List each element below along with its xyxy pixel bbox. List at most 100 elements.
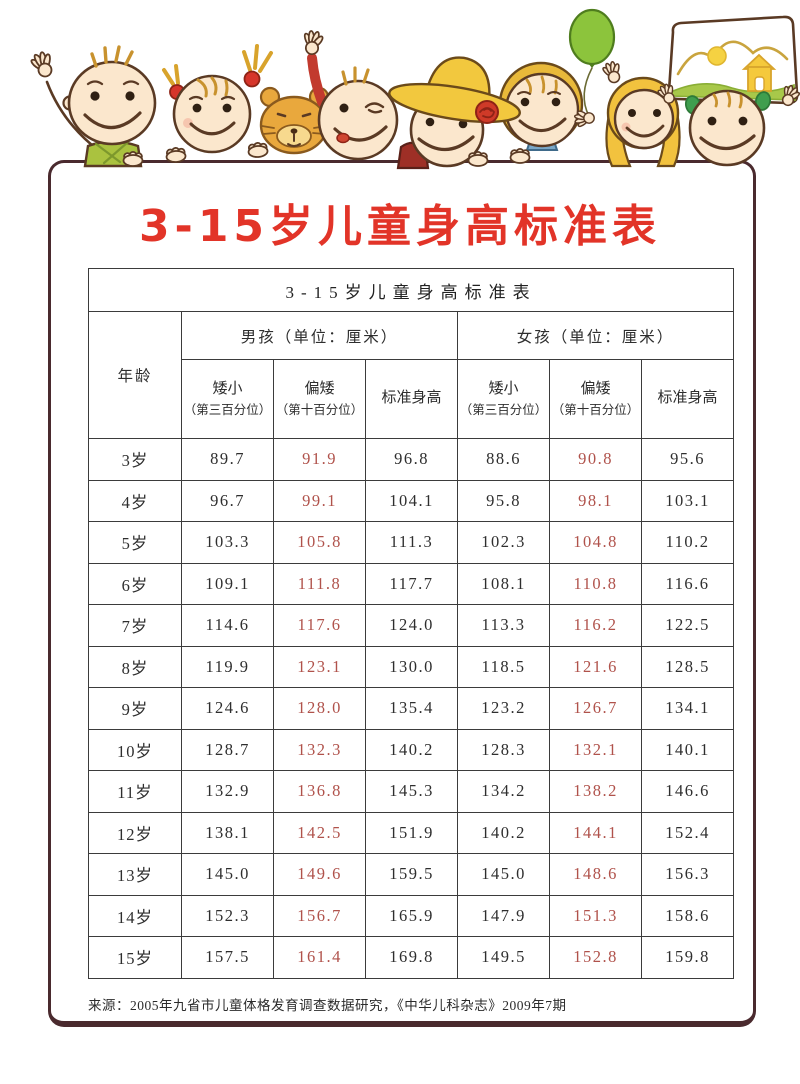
boy-slightly-short-cell: 136.8 (273, 770, 366, 813)
age-cell: 13岁 (88, 853, 182, 896)
boy-standard-cell: 111.3 (365, 521, 458, 564)
table-row: 10岁 128.7 132.3 140.2 128.3 132.1 140.1 (88, 728, 735, 771)
girl-standard-cell: 95.6 (640, 438, 735, 481)
girl-standard-cell: 140.1 (640, 728, 735, 771)
boy-standard-cell: 159.5 (365, 853, 458, 896)
boy-short-cell: 114.6 (181, 604, 274, 647)
balloon (568, 8, 616, 66)
girl-short-cell: 118.5 (457, 645, 550, 688)
girl-slightly-short-cell: 104.8 (549, 521, 642, 564)
girl-slightly-short-cell: 138.2 (549, 770, 642, 813)
boy-short-cell: 152.3 (181, 894, 274, 937)
header-boy-standard: 标准身高 (365, 359, 458, 439)
girl-standard-cell: 103.1 (640, 479, 735, 522)
age-cell: 4岁 (88, 479, 182, 522)
table-row: 12岁 138.1 142.5 151.9 140.2 144.1 152.4 (88, 811, 735, 854)
girl-standard-cell: 110.2 (640, 521, 735, 564)
boy-standard-cell: 165.9 (365, 894, 458, 937)
girl-short-cell: 95.8 (457, 479, 550, 522)
boy-slightly-short-cell: 142.5 (273, 811, 366, 854)
header-girl-standard: 标准身高 (640, 359, 735, 439)
girl-slightly-short-cell: 152.8 (549, 936, 642, 979)
girl-standard-cell: 134.1 (640, 687, 735, 730)
table-title: 3-15岁儿童身高标准表 (87, 268, 735, 312)
girl-short-cell: 108.1 (457, 562, 550, 605)
banner-illustration (26, 8, 800, 170)
rose (475, 100, 499, 124)
waving-boy (26, 45, 157, 168)
age-cell: 7岁 (88, 604, 182, 647)
girl-slightly-short-cell: 132.1 (549, 728, 642, 771)
pigtail-girl (162, 44, 273, 154)
boy-slightly-short-cell: 149.6 (273, 853, 366, 896)
boy-slightly-short-cell: 91.9 (273, 438, 366, 481)
girl-slightly-short-cell: 121.6 (549, 645, 642, 688)
boy-short-cell: 124.6 (181, 687, 274, 730)
table-row: 8岁 119.9 123.1 130.0 118.5 121.6 128.5 (88, 645, 735, 688)
girl-standard-cell: 122.5 (640, 604, 735, 647)
boy-slightly-short-cell: 128.0 (273, 687, 366, 730)
table-row: 14岁 152.3 156.7 165.9 147.9 151.3 158.6 (88, 894, 735, 937)
boy-short-cell: 119.9 (181, 645, 274, 688)
girl-standard-cell: 159.8 (640, 936, 735, 979)
boy-short-cell: 132.9 (181, 770, 274, 813)
girl-slightly-short-cell: 151.3 (549, 894, 642, 937)
girl-slightly-short-cell: 144.1 (549, 811, 642, 854)
page-title: 3-15岁儿童身高标准表 (138, 201, 662, 252)
source-note: 来源：2005年九省市儿童体格发育调查数据研究，《中华儿科杂志》2009年7期 (88, 998, 567, 1013)
table-row: 13岁 145.0 149.6 159.5 145.0 148.6 156.3 (88, 853, 735, 896)
table-row: 6岁 109.1 111.8 117.7 108.1 110.8 116.6 (88, 562, 735, 605)
winking-boy (299, 28, 399, 161)
girl-slightly-short-cell: 98.1 (549, 479, 642, 522)
boy-standard-cell: 169.8 (365, 936, 458, 979)
table-row: 7岁 114.6 117.6 124.0 113.3 116.2 122.5 (88, 604, 735, 647)
boy-short-cell: 138.1 (181, 811, 274, 854)
girl-short-cell: 88.6 (457, 438, 550, 481)
boy-short-cell: 96.7 (181, 479, 274, 522)
age-cell: 14岁 (88, 894, 182, 937)
girl-standard-cell: 152.4 (640, 811, 735, 854)
boy-slightly-short-cell: 111.8 (273, 562, 366, 605)
age-cell: 15岁 (88, 936, 182, 979)
boy-slightly-short-cell: 99.1 (273, 479, 366, 522)
age-cell: 11岁 (88, 770, 182, 813)
boy-standard-cell: 96.8 (365, 438, 458, 481)
age-cell: 12岁 (88, 811, 182, 854)
boy-short-cell: 145.0 (181, 853, 274, 896)
age-cell: 10岁 (88, 728, 182, 771)
girl-standard-cell: 156.3 (640, 853, 735, 896)
balloon-boy (498, 8, 616, 151)
blonde-girl (599, 58, 681, 168)
girl-standard-cell: 146.6 (640, 770, 735, 813)
header-girl-short: 矮小 （第三百分位） (457, 359, 550, 439)
girl-short-cell: 134.2 (457, 770, 550, 813)
table-row: 4岁 96.7 99.1 104.1 95.8 98.1 103.1 (88, 479, 735, 522)
girl-short-cell: 149.5 (457, 936, 550, 979)
girl-short-cell: 147.9 (457, 894, 550, 937)
boy-short-cell: 157.5 (181, 936, 274, 979)
girl-short-cell: 145.0 (457, 853, 550, 896)
girl-standard-cell: 158.6 (640, 894, 735, 937)
header-girl-slightly-short: 偏矮 （第十百分位） (549, 359, 642, 439)
age-cell: 6岁 (88, 562, 182, 605)
girl-short-cell: 102.3 (457, 521, 550, 564)
boy-short-cell: 103.3 (181, 521, 274, 564)
boy-standard-cell: 117.7 (365, 562, 458, 605)
boy-short-cell: 128.7 (181, 728, 274, 771)
girl-slightly-short-cell: 90.8 (549, 438, 642, 481)
header-girls: 女孩（单位：厘米） (456, 311, 735, 360)
boy-standard-cell: 124.0 (365, 604, 458, 647)
girl-short-cell: 113.3 (457, 604, 550, 647)
girl-standard-cell: 128.5 (640, 645, 735, 688)
boy-slightly-short-cell: 156.7 (273, 894, 366, 937)
boy-standard-cell: 151.9 (365, 811, 458, 854)
boy-standard-cell: 130.0 (365, 645, 458, 688)
girl-slightly-short-cell: 126.7 (549, 687, 642, 730)
table-row: 3岁 89.7 91.9 96.8 88.6 90.8 95.6 (88, 438, 735, 481)
header-boy-short: 矮小 （第三百分位） (181, 359, 274, 439)
height-table-body: 3岁 89.7 91.9 96.8 88.6 90.8 95.6 4岁 96.7… (88, 438, 735, 979)
table-row: 9岁 124.6 128.0 135.4 123.2 126.7 134.1 (88, 687, 735, 730)
girl-slightly-short-cell: 110.8 (549, 562, 642, 605)
picture-card-boy (654, 15, 800, 167)
